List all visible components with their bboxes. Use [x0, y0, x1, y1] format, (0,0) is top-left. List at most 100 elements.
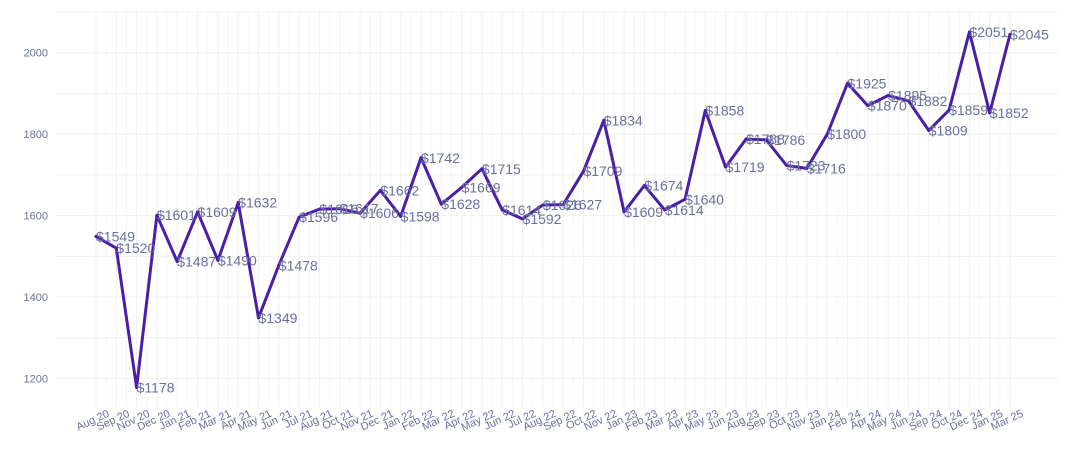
- data-label: $1627: [563, 197, 602, 213]
- data-label: $1628: [441, 196, 480, 212]
- data-label: $1592: [523, 211, 562, 227]
- data-label: $1520: [116, 240, 155, 256]
- data-point: [460, 186, 464, 190]
- data-label: $1617: [340, 201, 379, 217]
- y-tick-label: 1400: [24, 292, 48, 304]
- data-point: [155, 213, 159, 217]
- data-label: $1349: [258, 310, 297, 326]
- data-point: [663, 208, 667, 212]
- data-label: $1870: [868, 98, 907, 114]
- data-label: $1614: [665, 202, 704, 218]
- data-label: $1674: [644, 177, 683, 193]
- data-point: [846, 81, 850, 85]
- data-label: $1859: [949, 102, 988, 118]
- data-label: $1606: [360, 205, 399, 221]
- data-point: [521, 217, 525, 221]
- data-point: [744, 137, 748, 141]
- data-point: [541, 203, 545, 207]
- data-point: [135, 385, 139, 389]
- data-point: [94, 234, 98, 238]
- data-label: $1809: [929, 123, 968, 139]
- data-label: $1487: [177, 254, 216, 270]
- data-label: $2051: [969, 24, 1008, 40]
- data-point: [236, 201, 240, 205]
- data-point: [216, 258, 220, 262]
- data-point: [1008, 32, 1012, 36]
- data-labels: $1549$1520 $1178 $1601 $1487 $1609 $1490 $1632…: [96, 24, 1049, 396]
- data-label: $1598: [401, 208, 440, 224]
- data-point: [602, 118, 606, 122]
- data-label: $1549: [96, 228, 135, 244]
- data-point: [175, 260, 179, 264]
- data-point: [785, 164, 789, 168]
- data-label: $1719: [726, 159, 765, 175]
- data-point: [581, 169, 585, 173]
- data-point: [927, 129, 931, 132]
- data-point: [358, 211, 362, 215]
- data-point: [967, 30, 971, 34]
- data-point: [378, 188, 382, 192]
- data-label: $1925: [848, 75, 887, 91]
- data-point: [317, 207, 321, 211]
- data-label: $1632: [238, 195, 277, 211]
- data-label: $1742: [421, 150, 460, 166]
- data-label: $1609: [624, 204, 663, 220]
- data-label: $1834: [604, 112, 643, 128]
- data-label: $1626: [543, 197, 582, 213]
- y-tick-label: 1200: [24, 373, 48, 385]
- y-tick-label: 2000: [24, 48, 48, 60]
- data-point: [500, 208, 504, 212]
- data-label: $1478: [279, 257, 318, 273]
- data-label: $1716: [807, 160, 846, 176]
- data-points: [94, 30, 1012, 389]
- data-point: [724, 165, 728, 169]
- data-label: $1596: [299, 209, 338, 225]
- data-point: [764, 138, 768, 142]
- data-point: [114, 246, 118, 250]
- data-point: [338, 207, 342, 211]
- y-tick-label: 1600: [24, 211, 48, 223]
- data-point: [419, 156, 423, 160]
- data-label: $1858: [705, 103, 744, 119]
- data-label: $1178: [137, 379, 175, 395]
- data-point: [561, 203, 565, 207]
- data-point: [906, 99, 910, 103]
- data-point: [256, 316, 260, 320]
- data-point: [866, 104, 870, 108]
- data-label: $1715: [482, 161, 521, 177]
- data-point: [805, 166, 809, 170]
- data-label: $1709: [583, 163, 622, 179]
- data-label: $1640: [685, 191, 724, 207]
- series-line: [94, 30, 1012, 389]
- data-label: $1490: [218, 252, 257, 268]
- data-point: [825, 132, 829, 136]
- data-point: [947, 108, 951, 112]
- data-point: [196, 210, 200, 214]
- data-label: $1616: [319, 201, 358, 217]
- data-point: [622, 210, 626, 214]
- data-label: $1882: [908, 93, 947, 109]
- data-label: $1895: [888, 87, 927, 103]
- data-point: [703, 109, 707, 113]
- data-label: $1723: [787, 158, 826, 174]
- data-point: [480, 167, 484, 171]
- data-label: $1786: [766, 132, 805, 148]
- data-label: $1669: [462, 180, 501, 196]
- data-label: $1614: [502, 202, 541, 218]
- data-label: $2045: [1010, 26, 1049, 42]
- data-point: [277, 263, 281, 267]
- y-axis: 1200 1400 1600 1800 2000: [24, 48, 48, 386]
- data-label: $1800: [827, 126, 866, 142]
- data-point: [399, 214, 403, 218]
- y-tick-label: 1800: [24, 129, 48, 141]
- data-label: $1662: [380, 182, 419, 198]
- data-point: [886, 93, 890, 97]
- data-label: $1609: [198, 204, 237, 220]
- data-point: [439, 202, 443, 206]
- data-point: [642, 183, 646, 187]
- data-label: $1601: [157, 207, 196, 223]
- data-point: [683, 197, 687, 201]
